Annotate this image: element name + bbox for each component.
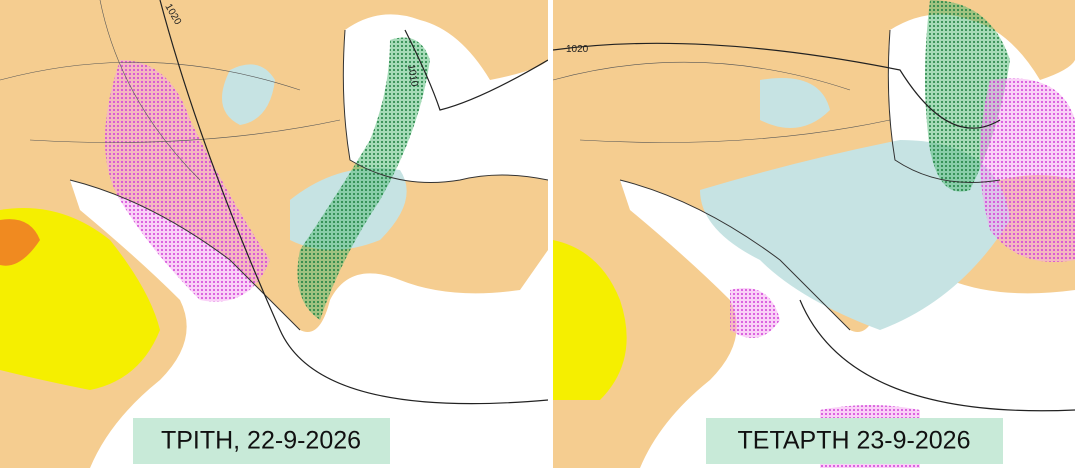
isobar-label: 1020 bbox=[566, 44, 589, 55]
label-box bbox=[706, 418, 1003, 464]
isobar-label: 1010 bbox=[405, 64, 420, 88]
date-label: ΤΡΙΤΗ, 22-9-2026 bbox=[161, 427, 361, 455]
date-label: ΤΕΤΑΡΤΗ 23-9-2026 bbox=[738, 427, 971, 455]
map-left: 1020 1010 ΤΡΙΤΗ, 22-9-2026 bbox=[0, 0, 548, 468]
map-right: 1020 ΤΕΤΑΡΤΗ 23-9-2026 bbox=[553, 0, 1075, 468]
label-box bbox=[133, 418, 390, 464]
